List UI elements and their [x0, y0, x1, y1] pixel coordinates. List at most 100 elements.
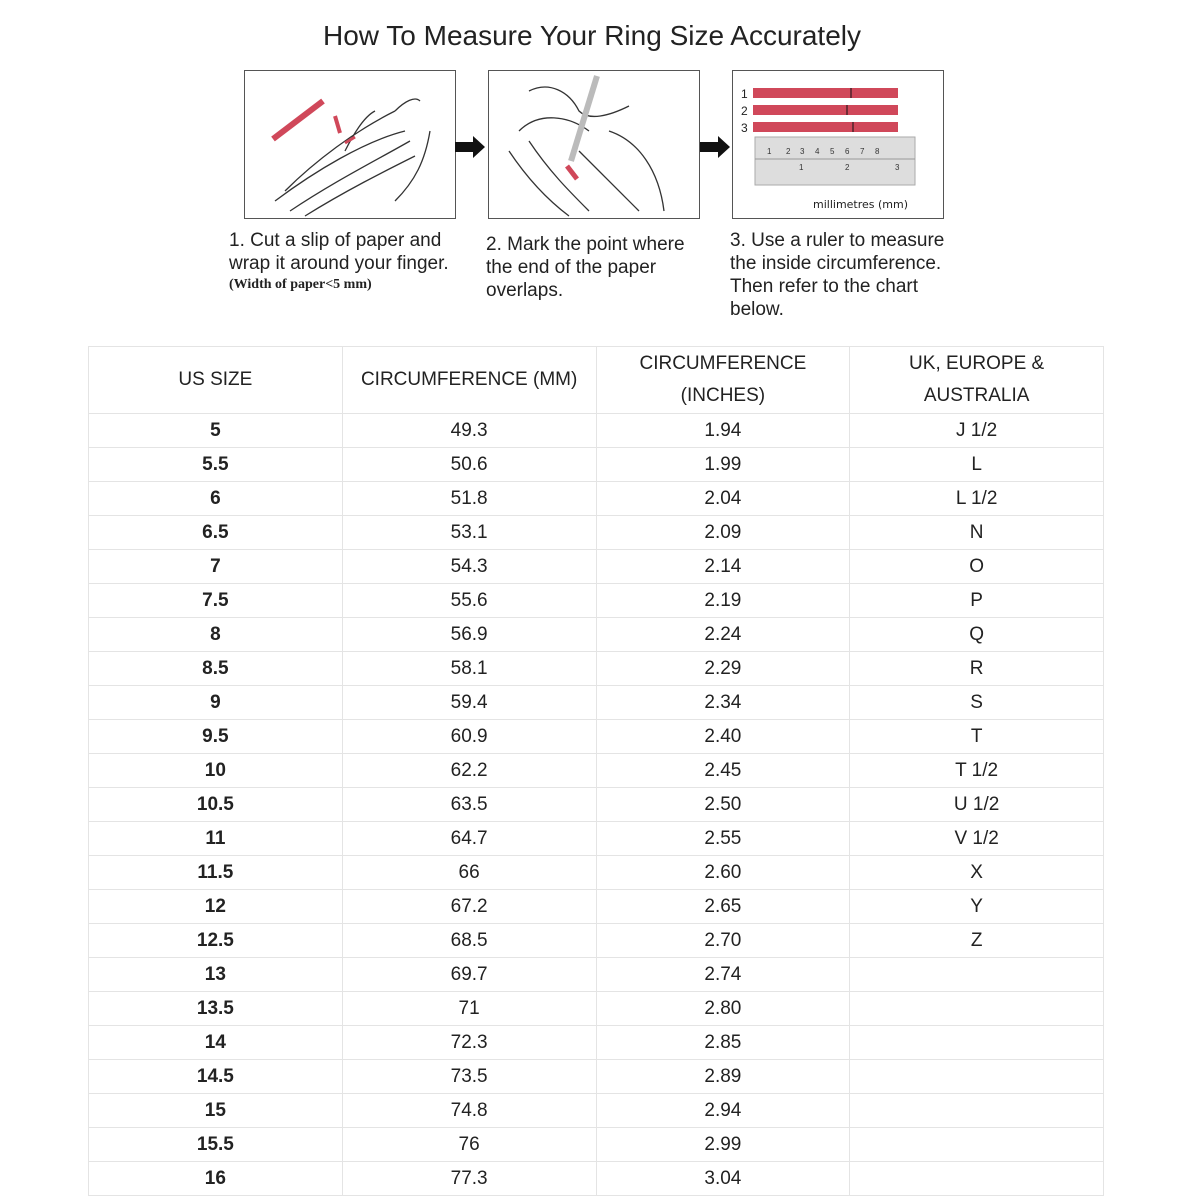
uk-size-cell: Q [849, 617, 1104, 652]
uk-size-cell: V 1/2 [849, 821, 1104, 856]
circumference-inches-cell: 2.40 [595, 719, 851, 754]
table-row: 9 59.4 2.34 S [88, 685, 1104, 720]
tick-label: 7 [860, 147, 865, 156]
us-size-cell: 6 [88, 481, 343, 516]
circumference-mm-cell: 54.3 [341, 549, 597, 584]
uk-size-cell [849, 1025, 1104, 1060]
table-row: 10 62.2 2.45 T 1/2 [88, 753, 1104, 788]
uk-size-cell: L [849, 447, 1104, 482]
table-row: 8 56.9 2.24 Q [88, 617, 1104, 652]
uk-size-cell: P [849, 583, 1104, 618]
uk-size-cell [849, 1059, 1104, 1094]
table-row: 6.5 53.1 2.09 N [88, 515, 1104, 550]
uk-size-cell: T 1/2 [849, 753, 1104, 788]
table-row: 11.5 66 2.60 X [88, 855, 1104, 890]
us-size-cell: 5 [88, 413, 343, 448]
us-size-cell: 14 [88, 1025, 343, 1060]
us-size-cell: 8 [88, 617, 343, 652]
us-size-cell: 13 [88, 957, 343, 992]
table-row: 8.5 58.1 2.29 R [88, 651, 1104, 686]
circumference-mm-cell: 53.1 [341, 515, 597, 550]
table-row: 13.5 71 2.80 [88, 991, 1104, 1026]
circumference-mm-cell: 69.7 [341, 957, 597, 992]
us-size-cell: 12.5 [88, 923, 343, 958]
uk-size-cell: U 1/2 [849, 787, 1104, 822]
circumference-inches-cell: 2.55 [595, 821, 851, 856]
tick-label: 4 [815, 147, 820, 156]
tick-label: 1 [799, 163, 804, 172]
us-size-cell: 7.5 [88, 583, 343, 618]
uk-size-cell: Y [849, 889, 1104, 924]
step-2-caption: 2. Mark the point where the end of the p… [486, 234, 685, 301]
table-row: 10.5 63.5 2.50 U 1/2 [88, 787, 1104, 822]
uk-size-cell: R [849, 651, 1104, 686]
circumference-mm-cell: 63.5 [341, 787, 597, 822]
tick-label: 2 [786, 147, 791, 156]
tick-label: 5 [830, 147, 835, 156]
uk-size-cell [849, 1161, 1104, 1196]
arrow-right-icon [455, 136, 485, 158]
step-1-caption: 1. Cut a slip of paper and wrap it aroun… [229, 229, 474, 295]
tick-label: 2 [845, 163, 850, 172]
circumference-inches-cell: 2.94 [595, 1093, 851, 1128]
circumference-inches-cell: 2.89 [595, 1059, 851, 1094]
uk-size-cell [849, 1093, 1104, 1128]
uk-size-cell: N [849, 515, 1104, 550]
table-row: 12.5 68.5 2.70 Z [88, 923, 1104, 958]
us-size-cell: 9 [88, 685, 343, 720]
hand-mark-paper-icon [508, 75, 665, 217]
uk-size-cell [849, 1127, 1104, 1162]
circumference-mm-cell: 76 [341, 1127, 597, 1162]
page-title: How To Measure Your Ring Size Accurately [323, 20, 861, 51]
us-size-cell: 15 [88, 1093, 343, 1128]
step-2-illustration [488, 70, 700, 219]
ring-size-table: US SIZE CIRCUMFERENCE (MM) CIRCUMFERENCE… [88, 346, 1104, 1196]
circumference-mm-cell: 62.2 [341, 753, 597, 788]
circumference-inches-cell: 2.99 [595, 1127, 851, 1162]
table-row: 15.5 76 2.99 [88, 1127, 1104, 1162]
circumference-mm-cell: 49.3 [341, 413, 597, 448]
hand-wrap-paper-icon [271, 98, 431, 217]
table-row: 12 67.2 2.65 Y [88, 889, 1104, 924]
tick-label: 8 [875, 147, 880, 156]
uk-size-cell [849, 991, 1104, 1026]
circumference-inches-cell: 2.29 [595, 651, 851, 686]
circumference-inches-cell: 1.94 [595, 413, 851, 448]
circumference-mm-cell: 51.8 [341, 481, 597, 516]
circumference-mm-cell: 56.9 [341, 617, 597, 652]
circumference-inches-cell: 2.14 [595, 549, 851, 584]
arrow-right-icon [700, 136, 730, 158]
us-size-cell: 9.5 [88, 719, 343, 754]
circumference-mm-cell: 68.5 [341, 923, 597, 958]
circumference-inches-cell: 2.74 [595, 957, 851, 992]
circumference-mm-cell: 67.2 [341, 889, 597, 924]
circumference-inches-cell: 2.50 [595, 787, 851, 822]
us-size-cell: 12 [88, 889, 343, 924]
us-size-cell: 11 [88, 821, 343, 856]
table-row: 5.5 50.6 1.99 L [88, 447, 1104, 482]
unit-label: millimetres (mm) [813, 198, 908, 211]
circumference-inches-cell: 2.19 [595, 583, 851, 618]
header-uk-europe-australia: UK, EUROPE & AUSTRALIA [849, 346, 1104, 414]
uk-size-cell: L 1/2 [849, 481, 1104, 516]
us-size-cell: 6.5 [88, 515, 343, 550]
circumference-inches-cell: 2.24 [595, 617, 851, 652]
table-row: 13 69.7 2.74 [88, 957, 1104, 992]
table-row: 11 64.7 2.55 V 1/2 [88, 821, 1104, 856]
step-1-text: 1. Cut a slip of paper and wrap it aroun… [229, 230, 449, 274]
header-circumference-inches: CIRCUMFERENCE (INCHES) [595, 346, 851, 414]
step-3-illustration: 1 2 3 1 2 3 4 5 6 7 8 1 2 3 millimetres … [732, 70, 944, 219]
uk-size-cell: T [849, 719, 1104, 754]
circumference-mm-cell: 58.1 [341, 651, 597, 686]
table-row: 16 77.3 3.04 [88, 1161, 1104, 1196]
circumference-inches-cell: 2.04 [595, 481, 851, 516]
us-size-cell: 14.5 [88, 1059, 343, 1094]
circumference-inches-cell: 2.70 [595, 923, 851, 958]
circumference-inches-cell: 2.65 [595, 889, 851, 924]
step-1-illustration [244, 70, 456, 219]
table-row: 15 74.8 2.94 [88, 1093, 1104, 1128]
circumference-mm-cell: 74.8 [341, 1093, 597, 1128]
circumference-inches-cell: 2.60 [595, 855, 851, 890]
circumference-mm-cell: 73.5 [341, 1059, 597, 1094]
circumference-inches-cell: 1.99 [595, 447, 851, 482]
